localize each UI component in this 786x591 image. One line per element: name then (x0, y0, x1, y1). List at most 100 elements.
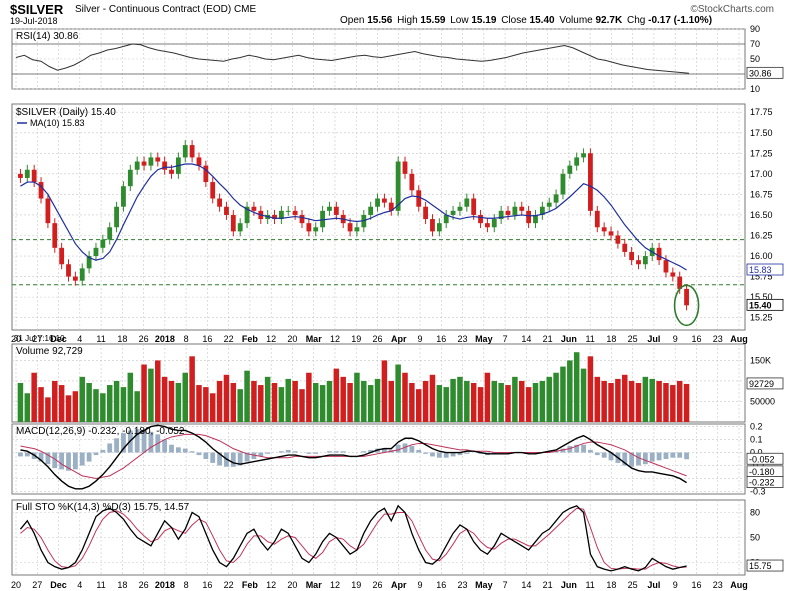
candle-body (450, 210, 456, 215)
x-tick-label: 14 (521, 334, 531, 344)
candle-body (375, 198, 380, 207)
candle-body (18, 173, 23, 178)
macd-histogram-bar (258, 452, 264, 457)
volume-bar (450, 378, 456, 422)
volume-bar (683, 383, 690, 422)
macd-histogram-bar (368, 449, 374, 453)
volume-bar (374, 378, 381, 422)
stochastic-legend: Full STO %K(14,3) %D(3) 15.75, 14.57 (16, 502, 190, 513)
candle-body (395, 161, 401, 211)
macd-histogram-bar (141, 430, 147, 453)
volume-bar (415, 389, 422, 422)
macd-histogram-bar (663, 452, 669, 459)
volume-bar (312, 383, 319, 422)
low-label: Low (450, 15, 469, 26)
candle-body (224, 206, 229, 215)
candle-body (52, 223, 58, 248)
x-tick-label: 20 (11, 334, 21, 344)
high-label: High (397, 15, 418, 26)
x-tick-label: 12 (266, 580, 276, 590)
x-tick-label: 23 (713, 580, 723, 590)
x-tick-label: 8 (184, 334, 189, 344)
macd-legend: MACD(12,26,9) -0.232, -0.180, -0.052 (16, 426, 185, 437)
macd-histogram-bar (230, 452, 236, 467)
change-label: Chg (626, 15, 646, 26)
y-tick-label: 15.75 (750, 272, 773, 282)
macd-histogram-bar (457, 452, 463, 456)
candle-body (162, 161, 168, 170)
macd-histogram-bar (210, 452, 216, 463)
y-tick-label: 0.0 (750, 448, 763, 458)
macd-histogram-bar (684, 452, 689, 460)
x-tick-label: 9 (418, 580, 423, 590)
candle-body (292, 210, 298, 215)
x-tick-label: 16 (691, 580, 701, 590)
x-tick-label: 9 (418, 334, 423, 344)
candle-body (299, 214, 305, 224)
macd-histogram-bar (24, 452, 30, 457)
x-tick-label: Dec (50, 334, 67, 344)
moving-average-line (20, 163, 687, 271)
close-last-value: 15.40 (749, 300, 772, 310)
macd-histogram-bar (134, 429, 140, 453)
volume-bar (388, 380, 395, 422)
macd-histogram-bar (251, 452, 257, 459)
volume-last-value-box (746, 377, 784, 390)
date-label: 19-Jul-2018 (10, 16, 58, 26)
volume-bar (519, 380, 525, 422)
volume-bar (498, 383, 504, 422)
macd-histogram-bar (594, 452, 600, 456)
volume-bar (161, 376, 168, 422)
macd-histogram-bar (381, 448, 387, 453)
volume-bar (409, 383, 415, 422)
candle-body (622, 243, 628, 252)
macd-histogram-bar (86, 452, 92, 462)
x-tick-label: Aug (730, 334, 748, 344)
macd-histogram-bar (464, 452, 470, 454)
volume-bar (271, 383, 278, 422)
x-tick-label: 9 (673, 580, 678, 590)
macd-histogram-bar (107, 443, 113, 453)
x-tick-label: 20 (287, 580, 297, 590)
candle-body (423, 206, 429, 220)
y-tick-label: 50000 (750, 396, 775, 406)
candle-body (203, 165, 209, 183)
y-tick-label: 10 (750, 84, 760, 94)
x-tick-label: 9 (673, 334, 678, 344)
volume-bar (670, 385, 676, 422)
candle-body (210, 182, 216, 199)
ma-legend: MA(10) 15.83 (30, 118, 85, 128)
volume-bar (79, 376, 85, 422)
macd-histogram-bar (327, 451, 332, 453)
chart-header: $SILVER Silver - Continuous Contract (EO… (0, 0, 786, 27)
volume-bar (86, 383, 92, 422)
macd-last-value-box (746, 476, 784, 488)
macd-histogram-bar (450, 452, 456, 457)
x-tick-label: 26 (372, 334, 382, 344)
candle-body (471, 198, 477, 215)
volume-bar (553, 372, 559, 422)
macd-histogram-bar (148, 431, 154, 453)
volume-bar (72, 391, 79, 422)
volume-bar (244, 370, 250, 422)
candle-body (251, 206, 257, 211)
candle-body (306, 223, 312, 232)
volume-bar (17, 383, 24, 422)
panel-frame-price (11, 103, 746, 331)
x-tick-label: 18 (606, 334, 616, 344)
macd-histogram-bar (601, 452, 607, 458)
macd-histogram-bar (66, 452, 71, 471)
high-value: 15.59 (420, 15, 446, 26)
volume-bar (120, 387, 127, 422)
candle-body (656, 247, 662, 261)
x-tick-label: 7 (503, 580, 508, 590)
macd-histogram-bar (292, 451, 298, 453)
volume-bar (285, 378, 292, 422)
volume-bar (429, 374, 436, 422)
price-legend: $SILVER (Daily) 15.40 (16, 107, 116, 118)
macd-histogram-bar (340, 451, 346, 453)
x-tick-label: 22 (224, 334, 234, 344)
y-tick-label: 17.25 (750, 148, 773, 158)
volume-bar (436, 385, 443, 422)
candle-body (333, 206, 339, 215)
